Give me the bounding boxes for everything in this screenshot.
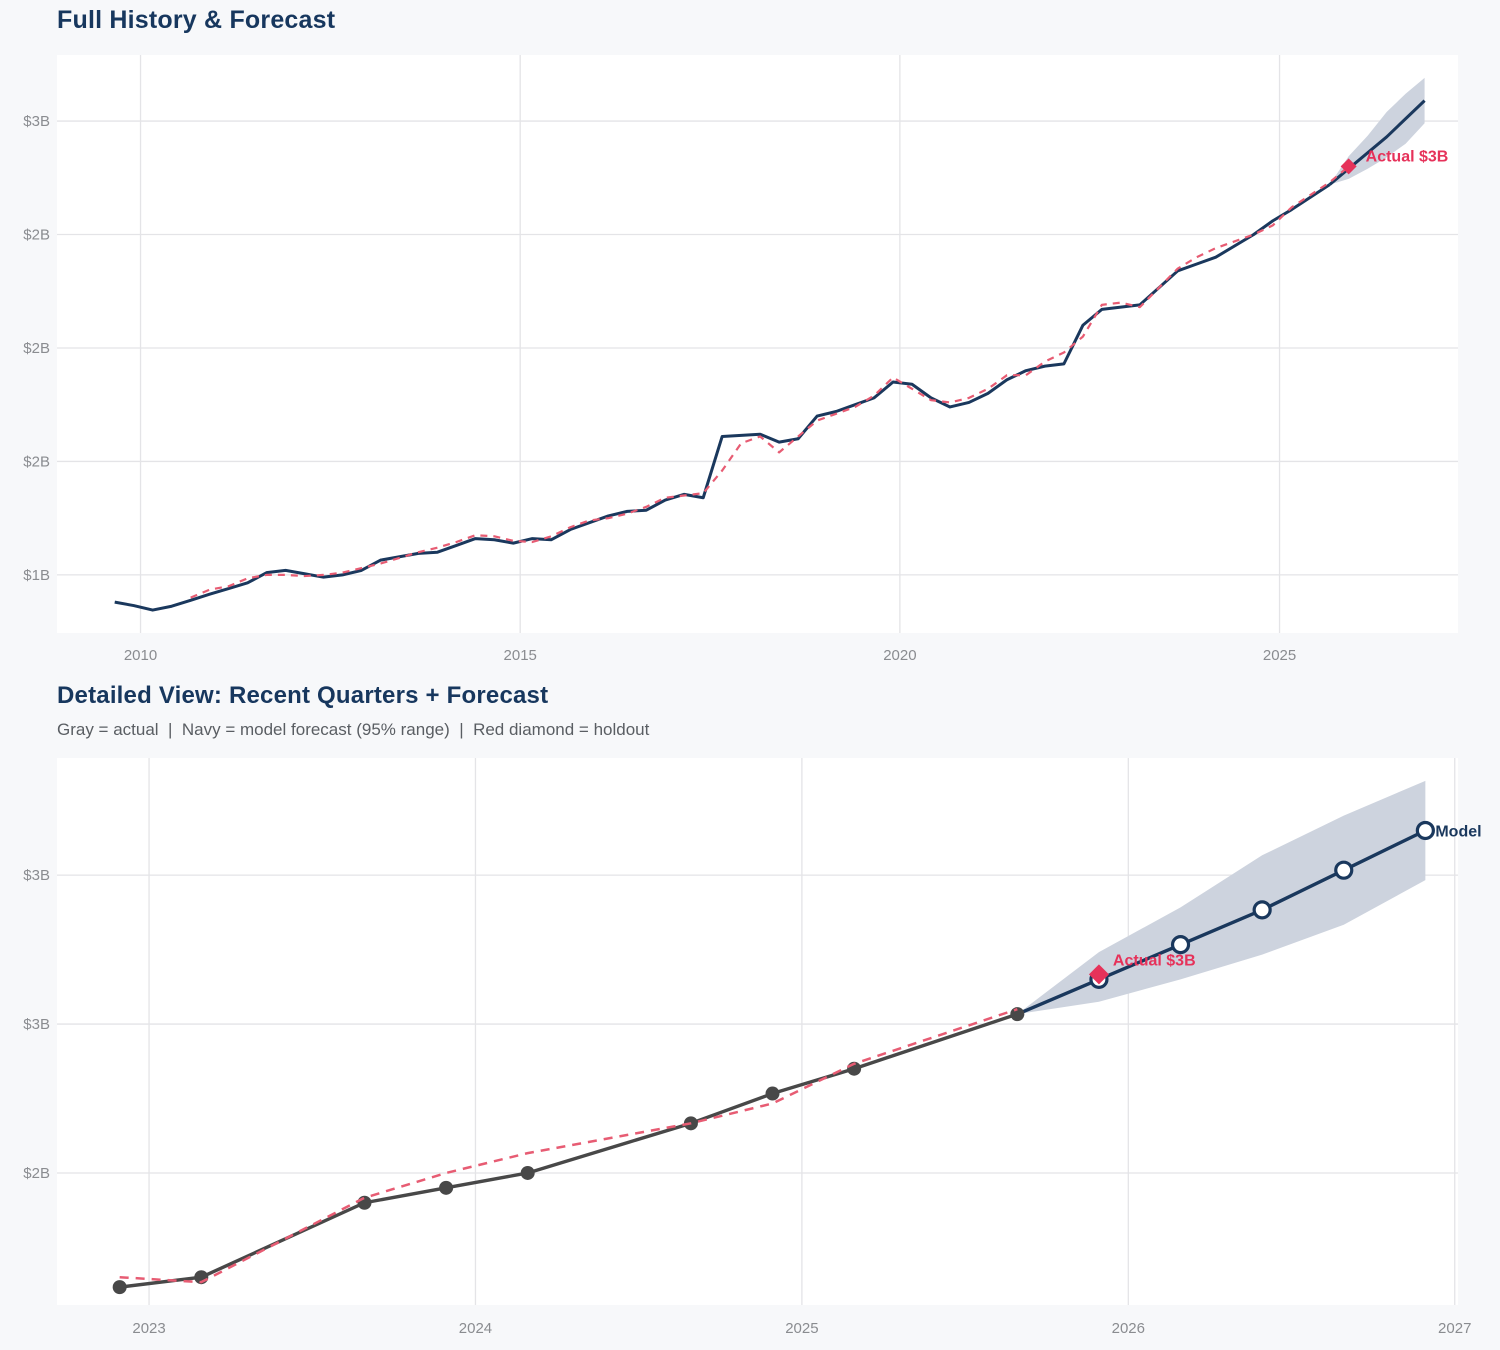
holdout-diamond [1340, 158, 1357, 175]
forecast-point-marker [1334, 860, 1354, 880]
actual-point-marker [520, 1165, 535, 1180]
full-history-chart-title: Full History & Forecast [57, 6, 336, 34]
x-tick-label: 2023 [132, 1320, 165, 1337]
plot-background [57, 758, 1458, 1305]
model-fit-in-sample-line [190, 165, 1350, 599]
holdout-diamond [1088, 964, 1109, 985]
forecast-point-marker [1252, 900, 1272, 920]
y-tick-label: $2B [23, 1165, 50, 1182]
y-tick-label: $1B [23, 567, 50, 584]
forecast-point-marker [1170, 935, 1191, 955]
detailed-chart-title: Detailed View: Recent Quarters + Forecas… [57, 682, 549, 709]
y-tick-label: $2B [23, 340, 50, 357]
forecast-95-band [1017, 780, 1426, 1015]
plot-area: 2010 2015 2020 2025 $1B $2B $2B $2B $3B Actual $3… [23, 55, 1458, 664]
model-fit-in-sample-line [119, 1007, 1018, 1284]
holdout-label: Actual $3B [1366, 148, 1449, 165]
y-tick-label: $2B [23, 453, 50, 470]
actual-line [114, 183, 1331, 612]
detailed-chart: 2023 2024 2025 2026 2027 $2B $3B $3B Actual $3B M… [23, 758, 1482, 1337]
actual-point-marker [112, 1280, 127, 1295]
forecast-point-marker [1415, 820, 1435, 841]
model-forecast-line [1016, 828, 1427, 1016]
y-tick-label: $2B [23, 227, 50, 244]
plot-area: 2023 2024 2025 2026 2027 $2B $3B $3B Actual $3B M… [23, 758, 1482, 1337]
actual-point-marker [439, 1180, 454, 1195]
actual-point-marker [357, 1195, 372, 1210]
y-tick-label: $3B [23, 113, 50, 130]
detailed-chart-legend-subtitle: Gray = actual | Navy = model forecast (9… [57, 720, 650, 739]
x-tick-label: 2024 [459, 1320, 492, 1337]
full-history-chart: 2010 2015 2020 2025 $1B $2B $2B $2B $3B Actual $3… [23, 55, 1458, 664]
y-tick-label: $3B [23, 867, 50, 884]
y-tick-label: $3B [23, 1016, 50, 1033]
actual-point-marker [1010, 1007, 1025, 1022]
x-tick-label: 2020 [883, 647, 916, 664]
forecast-95-band [1329, 77, 1425, 185]
model-label: Model [1435, 823, 1481, 840]
model-forecast-line [1328, 99, 1426, 186]
x-tick-label: 2015 [504, 647, 537, 664]
x-tick-label: 2027 [1438, 1320, 1471, 1337]
x-tick-label: 2026 [1112, 1320, 1145, 1337]
x-tick-label: 2025 [1263, 647, 1296, 664]
x-tick-label: 2025 [785, 1320, 818, 1337]
plot-background [57, 55, 1458, 633]
holdout-label: Actual $3B [1113, 952, 1196, 969]
model-forecast-markers [1089, 820, 1435, 989]
x-tick-label: 2010 [124, 647, 157, 664]
actual-point-marker [765, 1086, 780, 1101]
